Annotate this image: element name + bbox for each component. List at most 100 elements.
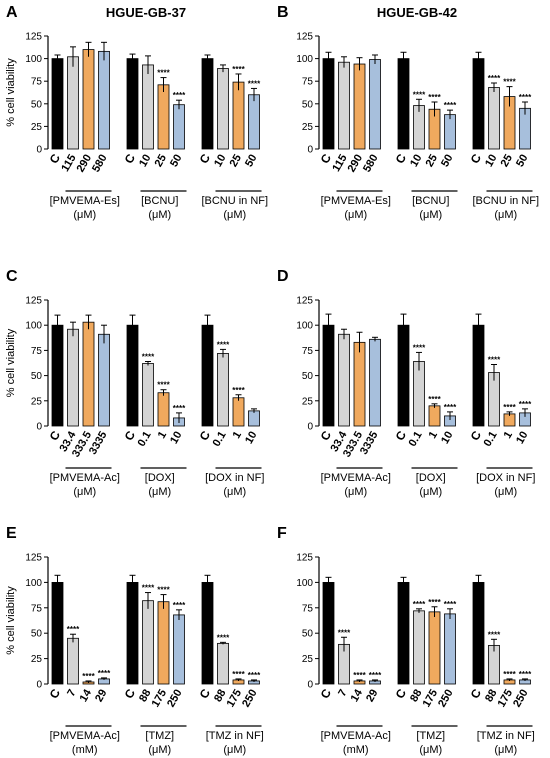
- bar: [67, 328, 79, 427]
- panel-f: F0255075100125C****7****14****29[PMVEMA-…: [277, 525, 535, 756]
- group-unit: (μM): [494, 744, 517, 756]
- y-tick-label: 100: [25, 54, 42, 65]
- significance-mark: ****: [488, 630, 501, 639]
- x-tick-label: 88: [212, 688, 229, 705]
- significance-mark: ****: [157, 69, 170, 78]
- y-tick-label: 125: [25, 296, 42, 307]
- significance-mark: ****: [232, 65, 245, 74]
- bar: [232, 397, 245, 427]
- y-tick-label: 75: [302, 77, 314, 88]
- y-tick-label: 0: [307, 680, 313, 691]
- bar: [217, 642, 229, 685]
- bar: [428, 611, 441, 685]
- x-tick-label: C: [468, 151, 485, 166]
- x-tick-label: 175: [225, 688, 245, 710]
- group-label: [PMVEMA-Ac]: [321, 472, 391, 484]
- bar: [157, 84, 170, 150]
- group-unit: (μM): [148, 486, 171, 498]
- significance-mark: ****: [519, 670, 532, 679]
- bar: [173, 614, 185, 685]
- x-tick-label: 50: [439, 153, 456, 170]
- significance-mark: ****: [248, 671, 261, 680]
- y-tick-label: 50: [302, 99, 314, 110]
- significance-mark: ****: [444, 101, 457, 110]
- y-tick-label: 50: [302, 629, 314, 640]
- bar: [353, 63, 366, 150]
- bar: [232, 81, 245, 150]
- group-label: [TMZ in NF]: [206, 730, 264, 742]
- bar: [248, 94, 260, 150]
- significance-mark: ****: [488, 74, 501, 83]
- x-tick-label: 10: [514, 430, 531, 447]
- group-label: [PMVEMA-Ac]: [50, 472, 120, 484]
- bar: [217, 68, 229, 150]
- x-tick-label: 175: [496, 688, 516, 710]
- x-tick-label: 50: [514, 153, 531, 170]
- x-tick-label: 1: [427, 430, 440, 441]
- bar: [472, 58, 485, 150]
- bar: [472, 582, 485, 685]
- x-tick-label: 25: [153, 153, 170, 170]
- y-tick-label: 0: [36, 422, 42, 433]
- group-label: [BCNU in NF]: [472, 195, 539, 207]
- panel-letter: E: [6, 525, 17, 542]
- y-tick-label: 75: [302, 346, 314, 357]
- bar: [67, 637, 79, 685]
- x-tick-label: 88: [483, 688, 500, 705]
- bar: [173, 104, 185, 150]
- group-label: [BCNU]: [412, 195, 449, 207]
- x-tick-label: 1: [231, 430, 244, 441]
- group-unit: (μM): [494, 486, 517, 498]
- bar: [397, 324, 410, 427]
- significance-mark: ****: [82, 672, 95, 681]
- x-tick-label: 25: [228, 153, 245, 170]
- bar: [322, 582, 335, 685]
- bar: [472, 324, 485, 427]
- y-tick-label: 75: [31, 346, 43, 357]
- x-tick-label: C: [468, 686, 485, 701]
- x-tick-label: 7: [336, 688, 349, 699]
- panel-e: E 0 25 50 75 100 125 % cell viability C **** 7 ****…: [5, 525, 264, 756]
- y-tick-label: 0: [36, 680, 42, 691]
- x-tick-label: 115: [330, 153, 349, 174]
- significance-mark: ****: [488, 356, 501, 365]
- x-tick-label: C: [197, 151, 214, 166]
- panel-letter: F: [277, 525, 287, 542]
- x-tick-label: 88: [408, 688, 425, 705]
- significance-mark: ****: [369, 671, 382, 680]
- x-tick-label: 115: [59, 153, 78, 174]
- bar: [217, 353, 229, 427]
- significance-mark: ****: [232, 670, 245, 679]
- significance-mark: ****: [413, 90, 426, 99]
- significance-mark: ****: [519, 400, 532, 409]
- significance-mark: ****: [428, 93, 441, 102]
- significance-mark: ****: [503, 78, 516, 87]
- bar: [413, 361, 425, 427]
- y-tick-label: 125: [296, 32, 313, 43]
- x-tick-label: 10: [212, 153, 229, 170]
- x-tick-label: 25: [424, 153, 441, 170]
- group-label: [DOX]: [145, 472, 175, 484]
- group-unit: (mM): [72, 744, 98, 756]
- x-tick-label: 290: [75, 153, 95, 175]
- group-label: [DOX in NF]: [205, 472, 264, 484]
- y-axis-label: % cell viability: [5, 586, 17, 655]
- group-unit: (μM): [223, 744, 246, 756]
- group-label: [PMVEMA-Ac]: [50, 730, 120, 742]
- y-tick-label: 50: [31, 371, 43, 382]
- bar: [413, 610, 425, 685]
- bar: [82, 49, 95, 150]
- group-unit: (μM): [419, 209, 442, 221]
- y-tick-label: 100: [296, 54, 313, 65]
- x-tick-label: 88: [137, 688, 154, 705]
- bar: [157, 601, 170, 685]
- group-label: [BCNU]: [141, 195, 178, 207]
- bar: [428, 405, 441, 427]
- panel-b: B HGUE-GB-420255075100125C115290580[PMVEM…: [277, 4, 539, 221]
- x-tick-label: 10: [408, 153, 425, 170]
- x-tick-label: 25: [499, 153, 516, 170]
- bar: [201, 582, 214, 685]
- bar: [51, 582, 64, 685]
